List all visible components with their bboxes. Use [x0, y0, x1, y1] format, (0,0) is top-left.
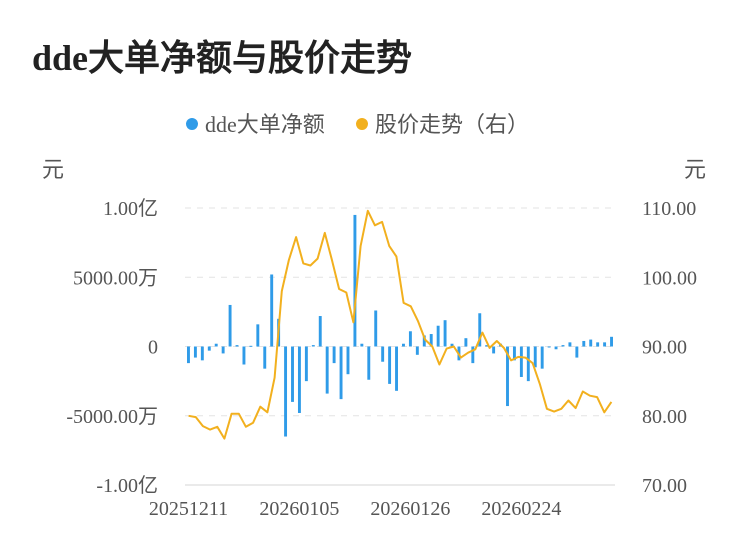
left-tick-label: -1.00亿: [96, 474, 158, 497]
dde-bar: [471, 346, 475, 364]
dde-bar: [367, 346, 371, 380]
legend: dde大单净额 股价走势（右）: [186, 112, 529, 137]
dde-bar: [512, 346, 516, 361]
dde-bar: [589, 339, 593, 347]
x-tick-label: 20260105: [259, 498, 339, 520]
dde-bar: [603, 342, 607, 347]
left-tick-label: 1.00亿: [103, 197, 158, 220]
dde-bar: [228, 304, 232, 347]
right-tick-label: 90.00: [642, 337, 687, 359]
legend-label-price[interactable]: 股价走势（右）: [375, 112, 529, 137]
dde-bar: [270, 274, 274, 347]
dde-bar: [443, 320, 447, 347]
right-axis-unit: 元: [684, 157, 706, 182]
dde-bar: [311, 345, 315, 347]
dde-bar: [547, 346, 551, 348]
left-tick-label: 0: [148, 337, 158, 359]
x-tick-label: 20260224: [481, 498, 561, 520]
dde-bar: [346, 346, 350, 375]
dde-bar: [325, 346, 329, 394]
price-line-layer: [188, 209, 613, 440]
dde-bar: [388, 346, 392, 384]
dde-bar: [596, 342, 600, 347]
dde-bar: [207, 346, 211, 351]
x-tick-label: 20251211: [149, 498, 228, 520]
gridlines: [185, 207, 615, 486]
dde-bar: [187, 346, 190, 364]
dde-bar: [402, 343, 405, 347]
dde-bars: [187, 214, 613, 437]
x-axis: 20251211 20260105 20260126 20260224: [149, 498, 562, 520]
dde-bar: [284, 346, 288, 437]
dde-bar: [360, 343, 364, 347]
dde-bar: [263, 346, 267, 369]
dde-bar: [422, 335, 426, 347]
right-tick-label: 100.00: [642, 267, 697, 289]
dde-bar: [297, 346, 301, 413]
dde-bar: [221, 346, 225, 354]
dde-bar: [249, 345, 253, 347]
legend-marker-dde: [186, 118, 198, 130]
dde-bar: [304, 346, 308, 382]
left-axis: 1.00亿 5000.00万 0 -5000.00万 -1.00亿: [66, 197, 158, 497]
dde-bar: [193, 346, 197, 358]
dde-bar: [256, 324, 260, 347]
dde-bar: [436, 325, 440, 347]
dde-bar: [381, 346, 385, 362]
dde-bar: [332, 346, 336, 364]
dde-bar: [526, 346, 530, 382]
dde-bar: [291, 346, 294, 402]
dde-bar: [235, 345, 239, 347]
left-axis-unit: 元: [42, 157, 64, 182]
dde-bar: [408, 331, 412, 347]
dde-bar: [506, 346, 509, 407]
dde-bar: [450, 343, 454, 347]
price-line: [188, 209, 613, 440]
dde-bar: [318, 316, 322, 347]
dde-bar: [353, 214, 357, 347]
dde-bar: [554, 346, 558, 350]
legend-label-dde[interactable]: dde大单净额: [205, 112, 325, 137]
dde-bar: [200, 346, 204, 361]
dde-bar: [492, 346, 496, 354]
legend-marker-price: [356, 118, 368, 130]
dde-bar: [374, 310, 378, 347]
left-tick-label: 5000.00万: [73, 267, 158, 289]
right-tick-label: 80.00: [642, 406, 687, 428]
dde-bar: [533, 346, 537, 368]
dde-bar: [485, 345, 489, 347]
dde-bar: [610, 336, 613, 347]
dde-bar: [395, 346, 398, 391]
chart-title: dde大单净额与股价走势: [32, 38, 412, 78]
left-tick-label: -5000.00万: [66, 406, 158, 428]
right-tick-label: 70.00: [642, 475, 687, 497]
dde-bar: [415, 346, 419, 355]
dde-bar: [429, 334, 433, 347]
right-axis: 110.00 100.00 90.00 80.00 70.00: [642, 198, 697, 497]
dde-bar: [478, 313, 482, 347]
right-tick-label: 110.00: [642, 198, 696, 220]
dde-bar: [519, 346, 523, 377]
dde-bar: [214, 343, 218, 347]
dde-bar: [540, 346, 544, 369]
x-tick-label: 20260126: [370, 498, 450, 520]
dde-bar: [242, 346, 246, 365]
dde-bar: [561, 345, 565, 347]
dde-bar: [582, 340, 586, 347]
dde-bar: [568, 342, 572, 347]
dde-bar: [464, 338, 468, 347]
dde-bar: [339, 346, 343, 400]
dde-bar: [575, 346, 579, 358]
